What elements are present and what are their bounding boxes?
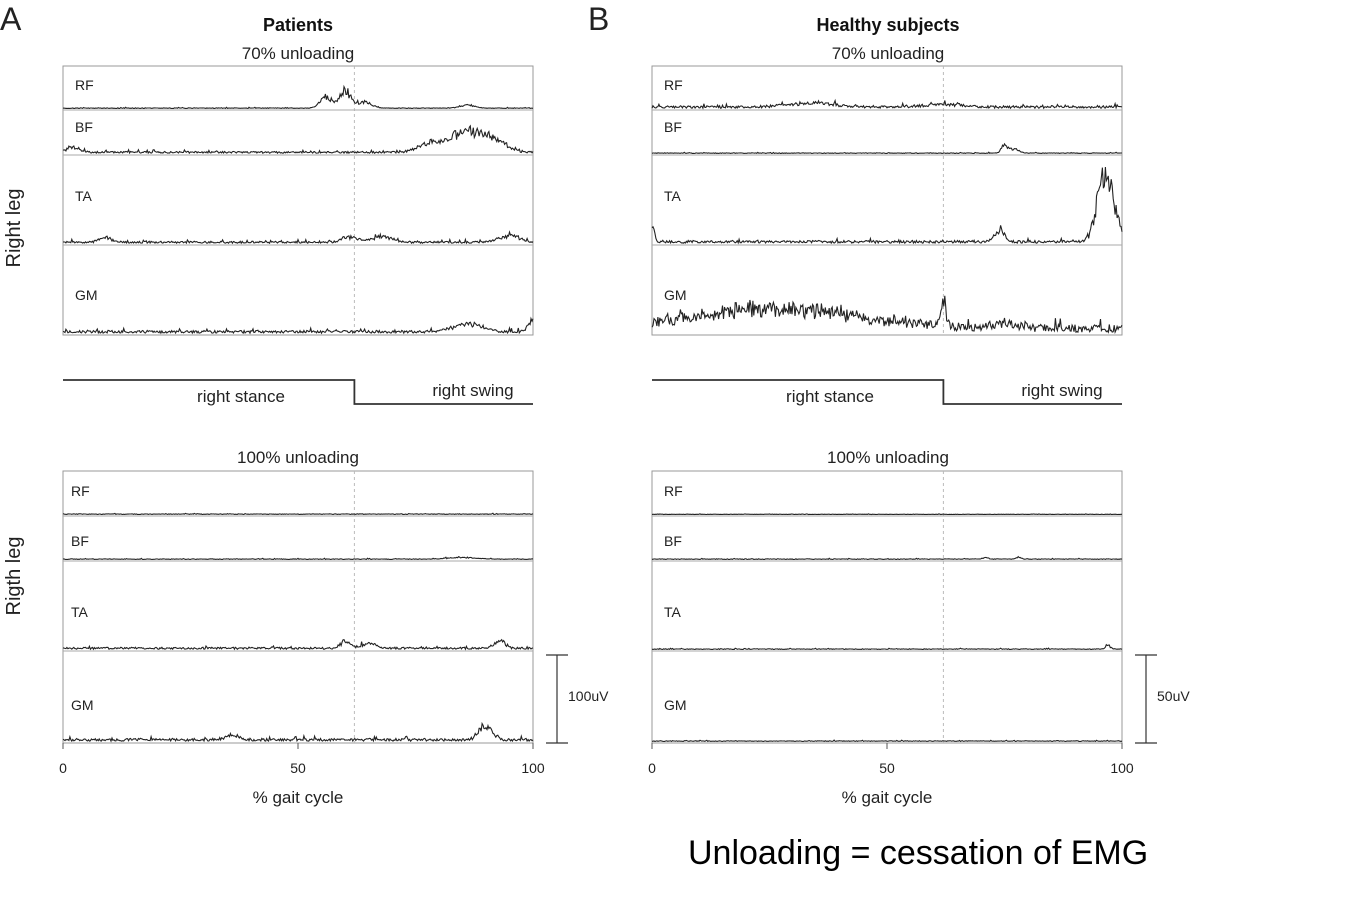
emg-trace-ta (62, 230, 534, 245)
swing-label: right swing (432, 381, 513, 400)
muscle-label-ta: TA (75, 188, 93, 204)
section-label-70: 70% unloading (832, 44, 944, 63)
x-axis-label: % gait cycle (253, 788, 344, 807)
gait-phase-line (63, 379, 533, 405)
muscle-label-ta: TA (71, 604, 89, 620)
panel-letter: A (0, 1, 22, 37)
emg-trace-rf (62, 512, 534, 516)
swing-label: right swing (1021, 381, 1102, 400)
x-tick-label: 100 (1110, 760, 1134, 776)
emg-trace-bf (651, 142, 1122, 155)
muscle-label-rf: RF (664, 483, 683, 499)
panel-letter: B (588, 1, 609, 37)
muscle-label-gm: GM (71, 697, 94, 713)
muscle-label-gm: GM (664, 287, 687, 303)
muscle-label-rf: RF (75, 77, 94, 93)
emg-trace-bf (62, 556, 534, 561)
leg-label: Rigth leg (3, 537, 25, 616)
caption: Unloading = cessation of EMG (688, 834, 1149, 872)
x-axis-label: % gait cycle (842, 788, 933, 807)
section-label-70: 70% unloading (242, 44, 354, 63)
scale-bar-label: 100uV (568, 688, 609, 704)
plot-frame-70 (62, 65, 534, 336)
scale-bar-label: 50uV (1157, 688, 1190, 704)
gait-phase-line (652, 379, 1122, 405)
plot-frame-100 (62, 470, 534, 744)
emg-trace-bf (651, 555, 1123, 561)
emg-trace-rf (651, 98, 1123, 110)
plot-frame-100 (651, 470, 1123, 744)
muscle-label-rf: RF (71, 483, 90, 499)
muscle-label-bf: BF (75, 119, 93, 135)
emg-trace-gm (62, 316, 534, 335)
emg-trace-bf (62, 124, 534, 155)
emg-trace-ta (652, 643, 1123, 651)
muscle-label-ta: TA (664, 604, 682, 620)
muscle-label-bf: BF (664, 119, 682, 135)
x-tick-label: 0 (648, 760, 656, 776)
muscle-label-gm: GM (75, 287, 98, 303)
emg-trace-rf (62, 84, 534, 110)
emg-trace-gm (651, 295, 1123, 335)
section-label-100: 100% unloading (237, 448, 359, 467)
section-label-100: 100% unloading (827, 448, 949, 467)
muscle-label-bf: BF (664, 533, 682, 549)
muscle-label-gm: GM (664, 697, 687, 713)
x-tick-label: 50 (290, 760, 306, 776)
leg-label: Right leg (3, 189, 25, 268)
emg-trace-rf (651, 513, 1122, 516)
plot-frame-70 (651, 65, 1123, 336)
panel-title: Patients (263, 15, 333, 35)
muscle-label-ta: TA (664, 188, 682, 204)
emg-trace-gm (651, 739, 1123, 743)
muscle-label-rf: RF (664, 77, 683, 93)
stance-label: right stance (786, 387, 874, 406)
emg-trace-ta (651, 166, 1123, 245)
stance-label: right stance (197, 387, 285, 406)
panel-title: Healthy subjects (816, 15, 959, 35)
emg-trace-ta (62, 638, 534, 651)
x-tick-label: 100 (521, 760, 545, 776)
muscle-label-bf: BF (71, 533, 89, 549)
x-tick-label: 0 (59, 760, 67, 776)
x-tick-label: 50 (879, 760, 895, 776)
emg-trace-gm (62, 721, 534, 743)
